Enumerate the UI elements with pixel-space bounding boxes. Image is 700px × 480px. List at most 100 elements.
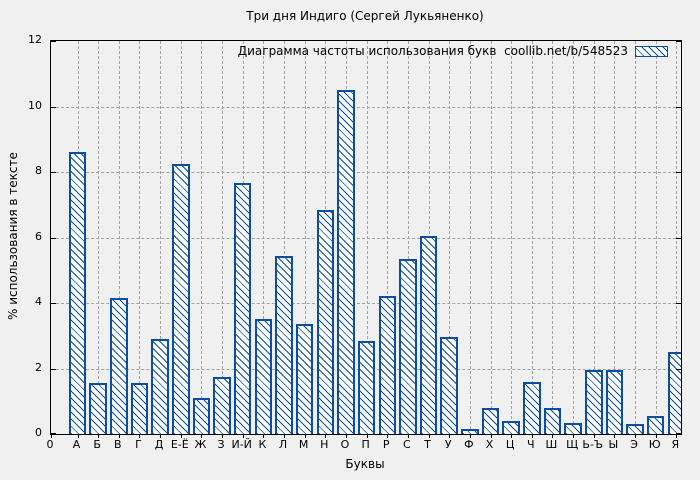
plot-clip <box>51 41 681 434</box>
x-tick-label: Ы <box>608 438 619 451</box>
bar <box>254 319 273 434</box>
bar <box>543 407 562 434</box>
x-tick-label: К <box>258 438 267 451</box>
h-gridline <box>51 303 681 304</box>
y-tick <box>676 41 681 42</box>
x-tick <box>201 434 203 438</box>
x-tick <box>511 434 513 438</box>
bar <box>110 298 128 434</box>
x-tick-label: Р <box>382 438 390 451</box>
y-tick <box>676 433 681 434</box>
x-tick-label: П <box>361 438 370 451</box>
bar <box>233 183 252 434</box>
x-tick <box>490 434 492 438</box>
h-gridline <box>51 106 681 108</box>
x-tick <box>98 434 100 438</box>
x-tick-label: Д <box>154 438 164 451</box>
y-tick-label: 0 <box>35 426 42 439</box>
x-axis-title: Буквы <box>345 457 385 471</box>
x-tick-label: Щ <box>566 438 579 451</box>
y-tick <box>51 106 56 108</box>
x-origin-label: 0 <box>46 438 54 451</box>
x-tick-label: Э <box>630 438 638 451</box>
x-tick <box>407 434 409 438</box>
bar <box>89 383 107 434</box>
x-tick-label: Ц <box>505 438 515 451</box>
y-tick <box>51 303 56 304</box>
x-tick <box>676 434 678 438</box>
v-gridline <box>201 41 203 434</box>
y-tick-label: 12 <box>28 33 42 46</box>
bar <box>502 420 520 434</box>
x-tick <box>428 434 430 438</box>
bar <box>295 324 314 434</box>
v-gridline <box>531 41 533 434</box>
bar <box>481 407 500 434</box>
y-tick-label: 4 <box>35 295 42 308</box>
x-tick-label: Е-Ё <box>170 438 189 451</box>
v-gridline <box>139 41 141 434</box>
bar <box>399 258 417 434</box>
plot-area: Диаграмма частоты использования букв coo… <box>50 40 682 438</box>
v-gridline <box>387 41 389 434</box>
y-tick <box>676 303 681 304</box>
x-tick <box>180 434 182 438</box>
x-tick-label: Ч <box>527 438 535 451</box>
x-tick <box>655 434 657 438</box>
x-tick <box>242 434 244 438</box>
y-tick <box>51 368 56 370</box>
bar <box>275 255 293 434</box>
bar <box>151 339 169 434</box>
bar <box>440 337 458 434</box>
x-tick <box>304 434 306 438</box>
bar <box>523 381 541 434</box>
legend: Диаграмма частоты использования букв coo… <box>238 44 668 58</box>
x-tick-label: А <box>72 438 81 451</box>
x-tick <box>449 434 451 438</box>
x-tick <box>531 434 533 438</box>
v-gridline <box>469 41 471 434</box>
x-tick <box>387 434 389 438</box>
bar <box>626 424 644 434</box>
y-tick <box>51 433 56 434</box>
h-gridline <box>51 172 681 173</box>
x-tick <box>118 434 120 438</box>
x-tick-label: Ф <box>464 438 474 451</box>
legend-swatch <box>635 45 668 57</box>
x-tick <box>160 434 162 438</box>
v-gridline <box>490 41 492 434</box>
x-tick-label: Л <box>278 438 288 451</box>
v-gridline <box>614 41 616 434</box>
x-tick-label: О <box>340 438 350 451</box>
y-tick <box>51 237 56 239</box>
x-tick <box>614 434 616 438</box>
v-gridline <box>284 41 285 434</box>
x-tick-label: З <box>217 438 225 451</box>
bar <box>419 235 438 434</box>
x-tick-label: С <box>403 438 411 451</box>
y-tick <box>676 237 681 239</box>
x-tick <box>263 434 265 438</box>
v-gridline <box>552 41 554 434</box>
bar <box>192 397 211 434</box>
v-gridline <box>304 41 306 434</box>
v-gridline <box>635 41 637 434</box>
v-gridline <box>263 41 265 434</box>
x-tick-label: Ь-Ъ <box>582 438 604 451</box>
x-tick <box>593 434 595 438</box>
v-gridline <box>222 41 224 434</box>
x-tick-label: Н <box>320 438 329 451</box>
x-tick-label: Х <box>485 438 494 451</box>
v-gridline <box>118 41 120 434</box>
v-gridline <box>160 41 162 434</box>
bar <box>337 90 355 434</box>
x-tick-label: Б <box>93 438 101 451</box>
x-tick <box>552 434 554 438</box>
bar <box>585 370 603 434</box>
x-tick-label: Т <box>424 438 431 451</box>
bar <box>378 296 396 434</box>
v-gridline <box>655 41 657 434</box>
y-tick <box>676 368 681 370</box>
y-tick <box>676 172 681 173</box>
